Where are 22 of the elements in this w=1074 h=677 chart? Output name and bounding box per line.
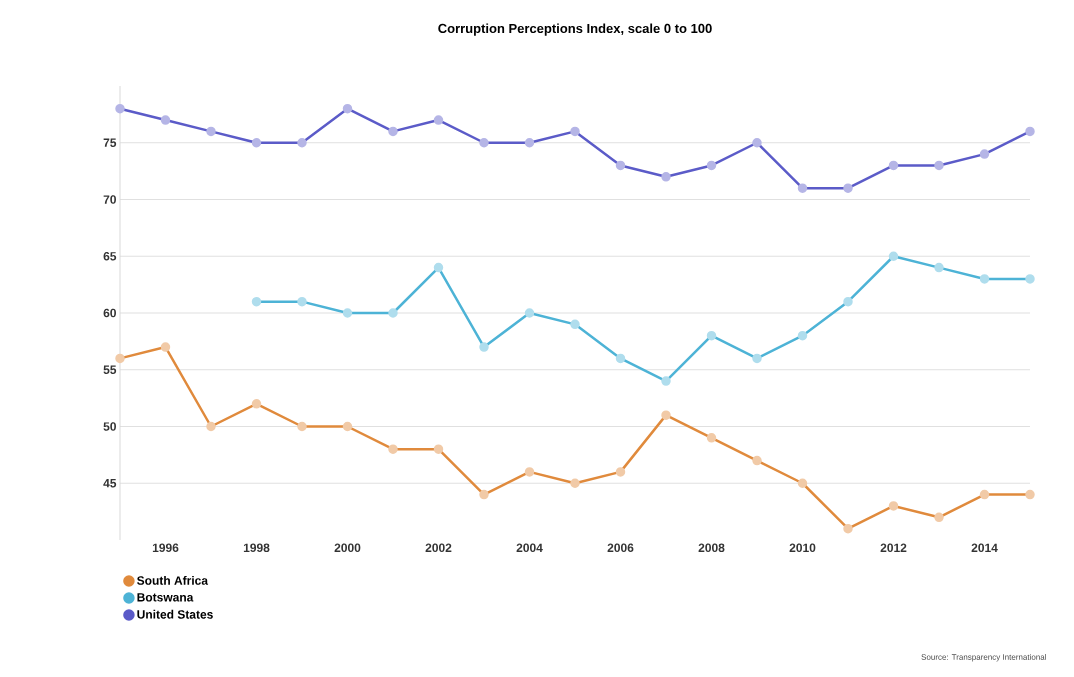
chart-title: Corruption Perceptions Index, scale 0 to 100 (438, 23, 712, 36)
legend-label: Botswana (137, 593, 194, 602)
y-tick-label: 70 (103, 195, 116, 204)
x-tick-label: 2000 (334, 543, 361, 553)
y-tick-label: 60 (103, 308, 116, 318)
x-tick-label: 2008 (698, 543, 725, 553)
y-tick-label: 45 (103, 479, 117, 488)
x-tick-label: 2004 (516, 543, 543, 553)
y-tick-label: 75 (103, 138, 117, 147)
legend-label: United States (137, 609, 213, 619)
source-note: Source: Transparency International (921, 654, 1046, 662)
x-tick-label: 2014 (971, 543, 998, 553)
x-tick-label: 2006 (607, 543, 634, 553)
y-tick-label: 50 (103, 422, 116, 431)
y-tick-label: 65 (103, 252, 117, 261)
x-tick-label: 2010 (789, 543, 816, 553)
x-tick-label: 1996 (152, 543, 179, 553)
legend-label: South Africa (137, 575, 209, 585)
x-tick-label: 1998 (243, 543, 270, 553)
x-tick-label: 2002 (425, 543, 452, 553)
x-tick-label: 2012 (880, 543, 907, 553)
y-tick-label: 55 (103, 365, 117, 374)
